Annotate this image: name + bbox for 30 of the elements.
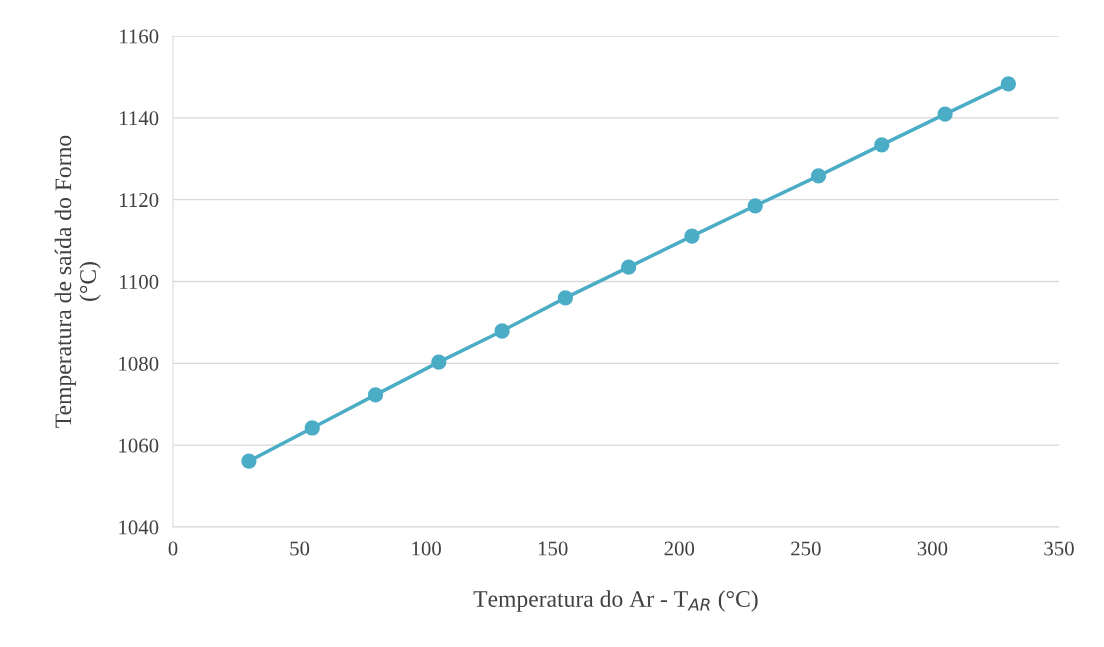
y-tick-label: 1060 bbox=[119, 438, 159, 453]
point bbox=[431, 354, 447, 370]
x-tick-label: 250 bbox=[791, 541, 821, 556]
x-tick-label: 150 bbox=[538, 541, 568, 556]
point bbox=[557, 290, 574, 306]
x-tick-label: 200 bbox=[664, 541, 695, 556]
point bbox=[1000, 76, 1017, 92]
point bbox=[304, 420, 320, 436]
point bbox=[494, 323, 510, 339]
point bbox=[747, 198, 763, 214]
y-tick-label: 1100 bbox=[120, 274, 159, 289]
x-axis-title: Temperatura do Ar - T$_{AR}$ (°C) bbox=[473, 590, 758, 612]
y-tick-label: 1040 bbox=[119, 520, 159, 535]
point bbox=[241, 453, 257, 469]
point bbox=[810, 168, 827, 184]
y-tick-label: 1120 bbox=[120, 193, 159, 208]
point bbox=[874, 137, 890, 153]
y-tick-label: 1080 bbox=[119, 356, 159, 371]
point bbox=[937, 106, 953, 122]
y-tick-label: 1140 bbox=[120, 111, 159, 126]
x-tick-label: 50 bbox=[290, 541, 310, 556]
point bbox=[367, 387, 384, 403]
point bbox=[621, 259, 637, 275]
point bbox=[684, 228, 700, 244]
y-tick-label: 1160 bbox=[120, 29, 159, 44]
x-tick-label: 300 bbox=[917, 541, 948, 556]
x-tick-label: 100 bbox=[412, 541, 441, 556]
y-axis-title: Temperatura de saída do Forno (°C) bbox=[54, 135, 101, 428]
x-tick-label: 350 bbox=[1044, 541, 1074, 556]
x-tick-label: 0 bbox=[168, 541, 178, 556]
